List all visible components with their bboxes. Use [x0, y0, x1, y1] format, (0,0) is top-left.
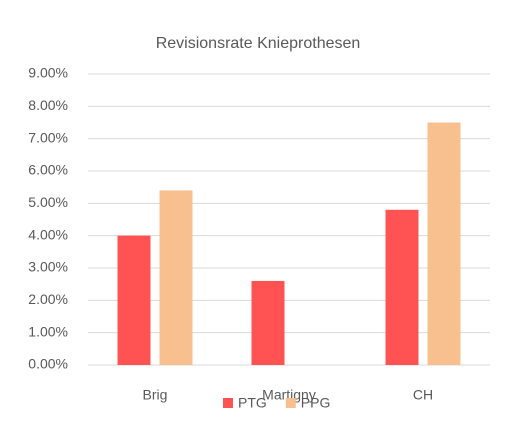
y-tick-label: 0.00% [28, 356, 68, 372]
y-tick-label: 2.00% [28, 291, 68, 307]
x-tick-label: Martigny [262, 387, 316, 403]
y-tick-label: 4.00% [28, 226, 68, 242]
y-tick-label: 1.00% [28, 323, 68, 339]
y-tick-label: 6.00% [28, 162, 68, 178]
bar [385, 209, 419, 365]
legend-label: PTG [238, 395, 267, 411]
y-tick-label: 3.00% [28, 259, 68, 275]
y-tick-label: 7.00% [28, 129, 68, 145]
legend-label: PPG [301, 395, 331, 411]
legend-swatch [285, 398, 296, 408]
legend-swatch [223, 398, 233, 408]
y-tick-label: 8.00% [28, 97, 68, 113]
x-tick-label: CH [413, 387, 433, 403]
bar [427, 122, 461, 365]
y-tick-label: 5.00% [28, 194, 68, 210]
y-tick-label: 9.00% [28, 65, 68, 81]
x-tick-label: Brig [143, 387, 168, 403]
chart-title: Revisionsrate Knieprothesen [156, 35, 361, 52]
bar [251, 280, 285, 365]
bar [117, 235, 151, 365]
bar [159, 190, 193, 365]
